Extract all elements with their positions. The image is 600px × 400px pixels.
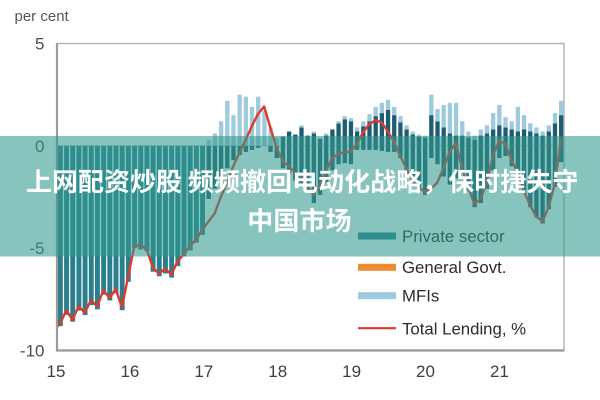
svg-text:19: 19 (342, 362, 361, 381)
svg-text:16: 16 (120, 362, 139, 381)
svg-text:21: 21 (490, 362, 509, 381)
svg-text:17: 17 (194, 362, 213, 381)
svg-text:per cent: per cent (15, 8, 70, 25)
svg-text:15: 15 (47, 362, 66, 381)
svg-text:18: 18 (268, 362, 287, 381)
svg-text:20: 20 (416, 362, 435, 381)
svg-text:MFIs: MFIs (402, 286, 439, 305)
svg-text:-10: -10 (20, 341, 45, 360)
svg-text:General Govt.: General Govt. (402, 258, 506, 277)
svg-text:Total Lending, %: Total Lending, % (402, 320, 526, 339)
svg-text:5: 5 (35, 35, 44, 54)
